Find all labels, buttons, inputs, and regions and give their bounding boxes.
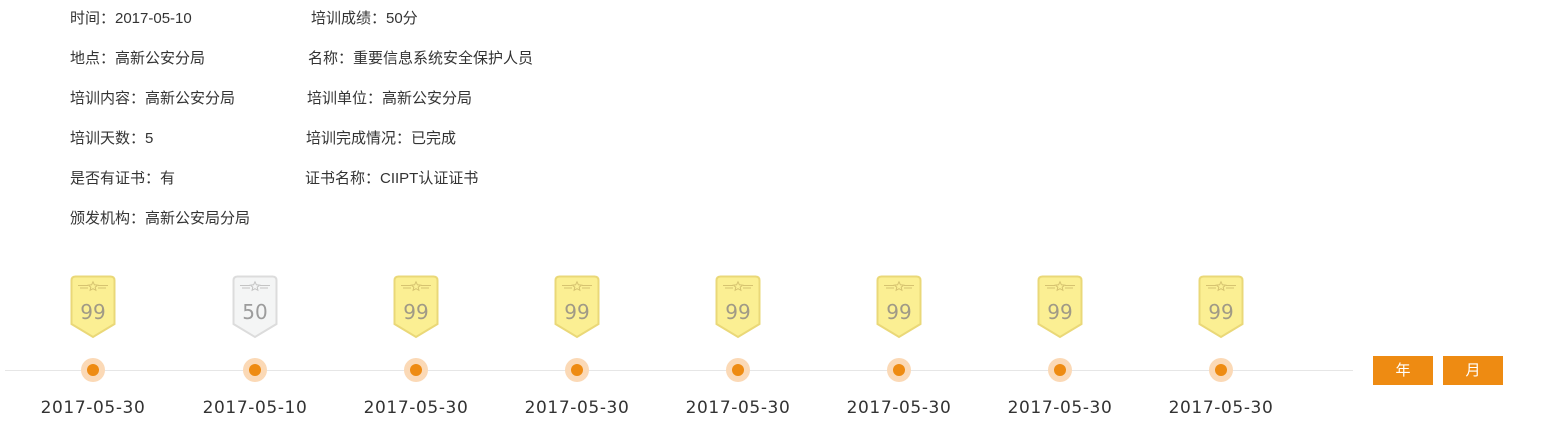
training-score: 培训成绩：50分 — [311, 10, 418, 27]
score-badge[interactable]: 99 — [876, 275, 922, 339]
certificate-name: 证书名称：CIIPT认证证书 — [305, 170, 479, 187]
timeline-date: 2017-05-30 — [363, 398, 469, 418]
badge-score: 99 — [403, 300, 429, 324]
year-view-button[interactable]: 年 — [1373, 356, 1433, 385]
certificate-issuer: 颁发机构：高新公安局分局 — [70, 210, 251, 227]
timeline-item[interactable]: 99 2017-05-30 — [1156, 260, 1286, 425]
badge-shield-icon — [554, 275, 600, 339]
training-details: 时间：2017-05-10 培训成绩：50分 地点：高新公安分局 名称：重要信息… — [0, 0, 700, 240]
score-badge[interactable]: 99 — [393, 275, 439, 339]
badge-shield-icon — [1037, 275, 1083, 339]
timeline-node[interactable] — [243, 358, 267, 382]
score-badge[interactable]: 99 — [554, 275, 600, 339]
timeline-item[interactable]: 99 2017-05-30 — [28, 260, 158, 425]
training-unit: 培训单位：高新公安分局 — [307, 90, 473, 107]
badge-shield-icon — [232, 275, 278, 339]
timeline-date: 2017-05-30 — [1007, 398, 1113, 418]
timeline-axis — [5, 370, 1353, 371]
timeline-date: 2017-05-10 — [202, 398, 308, 418]
score-badge[interactable]: 99 — [715, 275, 761, 339]
badge-score: 99 — [1208, 300, 1234, 324]
badge-score: 50 — [242, 300, 268, 324]
timeline-node[interactable] — [726, 358, 750, 382]
badge-score: 99 — [564, 300, 590, 324]
badge-shield-icon — [70, 275, 116, 339]
training-name: 名称：重要信息系统安全保护人员 — [308, 50, 534, 67]
training-location: 地点：高新公安分局 — [70, 50, 206, 67]
timeline-date: 2017-05-30 — [685, 398, 791, 418]
timeline-date: 2017-05-30 — [1168, 398, 1274, 418]
timeline-node[interactable] — [887, 358, 911, 382]
training-completion: 培训完成情况：已完成 — [306, 130, 457, 147]
timeline-item[interactable]: 99 2017-05-30 — [512, 260, 642, 425]
timeline-item[interactable]: 99 2017-05-30 — [995, 260, 1125, 425]
timeline-item[interactable]: 99 2017-05-30 — [351, 260, 481, 425]
timeline-node[interactable] — [1209, 358, 1233, 382]
timeline-item[interactable]: 99 2017-05-30 — [834, 260, 964, 425]
badge-shield-icon — [1198, 275, 1244, 339]
badge-score: 99 — [886, 300, 912, 324]
badge-score: 99 — [80, 300, 106, 324]
badge-score: 99 — [725, 300, 751, 324]
score-badge[interactable]: 50 — [232, 275, 278, 339]
timeline-date: 2017-05-30 — [524, 398, 630, 418]
score-badge[interactable]: 99 — [70, 275, 116, 339]
timeline-date: 2017-05-30 — [40, 398, 146, 418]
badge-shield-icon — [876, 275, 922, 339]
score-badge[interactable]: 99 — [1037, 275, 1083, 339]
badge-score: 99 — [1047, 300, 1073, 324]
timeline-item[interactable]: 50 2017-05-10 — [190, 260, 320, 425]
timeline-node[interactable] — [404, 358, 428, 382]
has-certificate: 是否有证书：有 — [70, 170, 176, 187]
badge-shield-icon — [393, 275, 439, 339]
training-time: 时间：2017-05-10 — [70, 10, 192, 27]
score-badge[interactable]: 99 — [1198, 275, 1244, 339]
timeline-date: 2017-05-30 — [846, 398, 952, 418]
training-days: 培训天数：5 — [70, 130, 154, 147]
timeline-item[interactable]: 99 2017-05-30 — [673, 260, 803, 425]
training-timeline: 99 2017-05-30 50 2017-05-10 99 2017-05-3… — [0, 260, 1550, 425]
timeline-node[interactable] — [81, 358, 105, 382]
timeline-node[interactable] — [1048, 358, 1072, 382]
month-view-button[interactable]: 月 — [1443, 356, 1503, 385]
training-content: 培训内容：高新公安分局 — [70, 90, 236, 107]
badge-shield-icon — [715, 275, 761, 339]
timeline-node[interactable] — [565, 358, 589, 382]
